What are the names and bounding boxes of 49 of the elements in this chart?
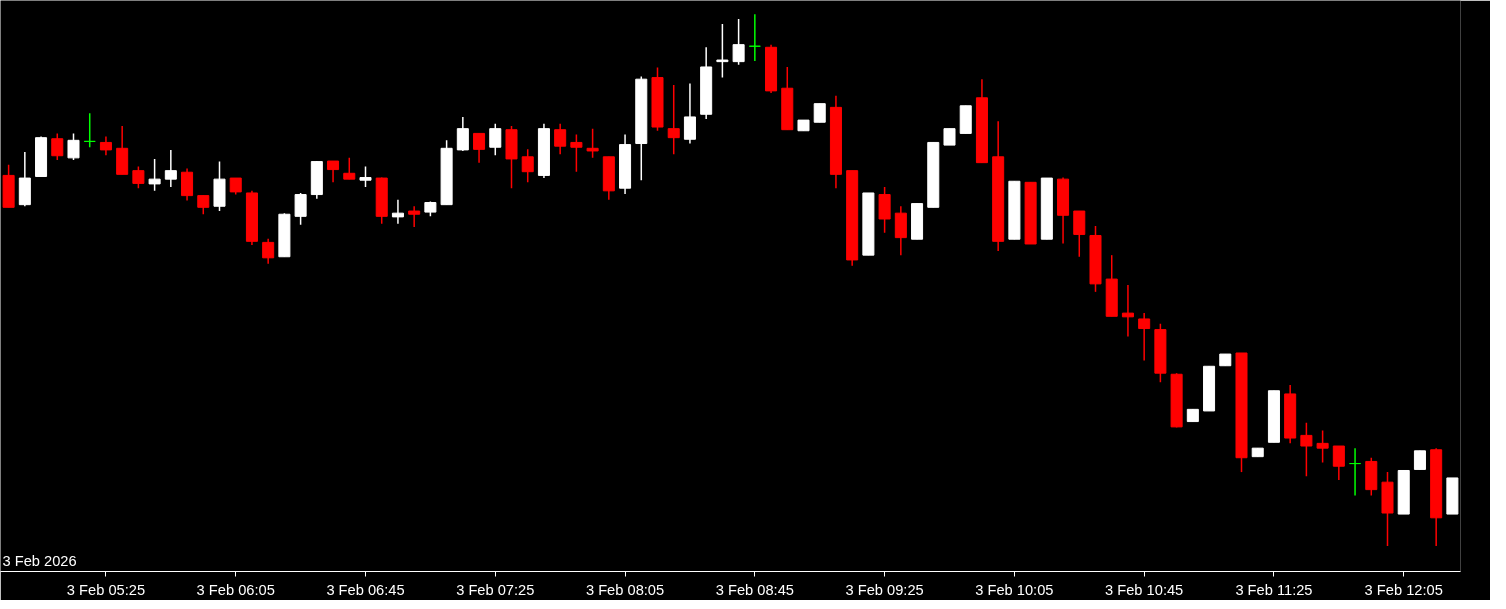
x-tick-label: 3 Feb 09:25: [845, 581, 924, 598]
candlestick: [1413, 450, 1426, 471]
candlestick: [489, 123, 502, 156]
candlestick: [1316, 429, 1329, 464]
candlestick: [521, 148, 534, 184]
candlestick: [667, 84, 680, 155]
x-tick-label: 3 Feb 06:45: [326, 581, 405, 598]
candlestick: [554, 123, 567, 155]
text: 3 Feb 2026: [2, 552, 77, 569]
candlestick: [716, 23, 729, 79]
candlestick: [1349, 447, 1362, 497]
candlestick: [327, 160, 340, 184]
x-tick-label: 3 Feb 07:25: [456, 581, 535, 598]
candlestick: [391, 199, 404, 225]
candlestick: [51, 132, 64, 161]
candlestick: [262, 237, 275, 265]
candlestick: [83, 112, 96, 148]
x-tick-label: 3 Feb 10:45: [1105, 581, 1184, 598]
candlestick: [586, 127, 599, 159]
candlestick: [473, 132, 486, 164]
x-tick-label: 3 Feb 12:05: [1364, 581, 1443, 598]
candlestick: [1300, 421, 1313, 478]
candlestick: [1138, 312, 1151, 362]
x-tick-label: 3 Feb 11:25: [1235, 581, 1313, 598]
candlestick: [1332, 445, 1345, 481]
candlestick: [408, 205, 421, 228]
candlestick: [99, 135, 112, 156]
candlestick: [1073, 210, 1086, 258]
candlestick: [813, 102, 826, 123]
candlestick: [683, 82, 696, 145]
candlestick: [148, 158, 161, 192]
x-tick-label: 3 Feb 05:25: [66, 581, 146, 598]
candlestick: [359, 165, 372, 188]
x-tick-label: 3 Feb 06:05: [196, 581, 275, 598]
candlestick: [343, 157, 356, 180]
candlestick: [164, 149, 177, 188]
candlestick: [294, 192, 307, 226]
x-tick-label: 3 Feb 08:05: [585, 581, 665, 598]
candlestick: [132, 165, 145, 189]
candlestick: [67, 132, 80, 161]
x-tick-label: 3 Feb 08:45: [715, 581, 794, 598]
candlestick: [570, 133, 583, 173]
candlestick: [181, 167, 194, 202]
candlestick: [456, 116, 469, 152]
candlestick: [748, 13, 761, 62]
candlestick: [732, 18, 745, 66]
x-tick-label: 3 Feb 10:05: [975, 581, 1054, 598]
candlestick: [197, 194, 210, 215]
candlestick: [1121, 284, 1134, 338]
